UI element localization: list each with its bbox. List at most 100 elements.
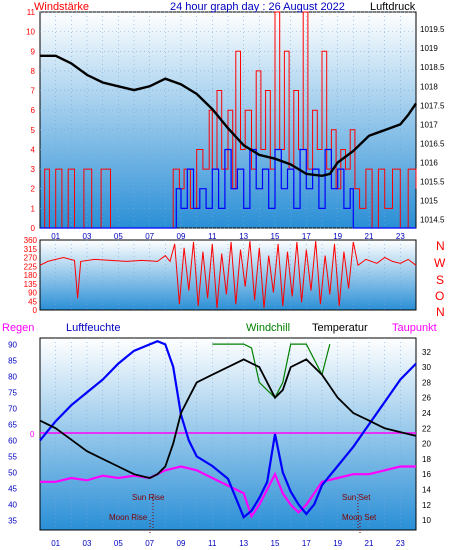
top-x-tick: 07 <box>145 232 154 241</box>
label-temperatur: Temperatur <box>312 322 368 334</box>
wind-y-tick: 6 <box>31 106 36 115</box>
top-x-tick: 17 <box>302 232 311 241</box>
pressure-y-tick: 1017 <box>420 120 438 129</box>
humidity-y-tick: 45 <box>8 484 17 493</box>
bottom-x-tick: 03 <box>83 539 92 548</box>
top-x-tick: 21 <box>365 232 374 241</box>
dir-y-tick: 360 <box>24 236 38 245</box>
top-x-tick: 01 <box>51 232 60 241</box>
humidity-y-tick: 70 <box>8 404 17 413</box>
wind-y-tick: 0 <box>31 224 36 233</box>
temp-y-tick: 20 <box>422 440 431 449</box>
sun-set-label: Sun Set <box>342 493 371 502</box>
series-humidity <box>39 340 417 519</box>
wind-y-tick: 5 <box>31 126 36 135</box>
moon-set-label: Moon Set <box>342 513 377 522</box>
wind-y-tick: 4 <box>31 145 36 154</box>
dir-y-tick: 90 <box>28 289 37 298</box>
top-x-tick: 15 <box>271 232 280 241</box>
series-windchill <box>212 343 331 399</box>
top-x-tick: 19 <box>333 232 342 241</box>
pressure-y-tick: 1016.5 <box>420 139 445 148</box>
sun-rise-label: Sun Rise <box>132 493 165 502</box>
wind-y-tick: 11 <box>27 8 36 17</box>
humidity-y-tick: 65 <box>8 420 17 429</box>
humidity-y-tick: 80 <box>8 372 17 381</box>
temp-y-tick: 10 <box>422 516 431 525</box>
compass-label-n-bottom: N <box>436 305 445 319</box>
label-luftfeuchte: Luftfeuchte <box>66 322 120 334</box>
series-wind-gust <box>40 11 417 229</box>
humidity-y-tick: 40 <box>8 500 17 509</box>
pressure-y-tick: 1018.5 <box>420 63 445 72</box>
wind-y-tick: 3 <box>31 165 36 174</box>
bottom-x-tick: 13 <box>239 539 248 548</box>
pressure-y-tick: 1015 <box>420 197 438 206</box>
rain-value: 0 <box>30 430 35 439</box>
wind-y-tick: 10 <box>26 28 35 37</box>
temp-y-tick: 22 <box>422 424 431 433</box>
bottom-x-tick: 21 <box>365 539 374 548</box>
temp-y-tick: 18 <box>422 455 431 464</box>
wind-y-tick: 7 <box>31 87 36 96</box>
humidity-y-tick: 50 <box>8 468 17 477</box>
bottom-x-tick: 09 <box>177 539 186 548</box>
pressure-y-tick: 1015.5 <box>420 178 445 187</box>
series-dewpoint <box>40 465 416 519</box>
humidity-y-tick: 55 <box>8 452 17 461</box>
header-left-label: Windstärke <box>34 1 89 13</box>
dir-y-tick: 45 <box>28 297 37 306</box>
temp-y-tick: 30 <box>422 363 431 372</box>
humidity-y-tick: 35 <box>8 516 17 525</box>
top-x-tick: 11 <box>208 232 217 241</box>
top-x-tick: 13 <box>239 232 248 241</box>
bottom-x-tick: 01 <box>51 539 60 548</box>
humidity-y-tick: 90 <box>8 340 17 349</box>
wind-y-tick: 2 <box>31 185 36 194</box>
temp-y-tick: 26 <box>422 394 431 403</box>
bottom-x-tick: 07 <box>145 539 154 548</box>
series-temperature <box>39 358 417 479</box>
compass-label-n-top: N <box>436 239 445 253</box>
dir-y-tick: 135 <box>24 280 38 289</box>
label-regen: Regen <box>2 322 34 334</box>
temp-y-tick: 14 <box>422 485 431 494</box>
pressure-y-tick: 1017.5 <box>420 101 445 110</box>
humidity-y-tick: 75 <box>8 388 17 397</box>
header-title: 24 hour graph day : 26 August 2022 <box>170 1 345 13</box>
wind-y-tick: 9 <box>31 47 36 56</box>
temp-y-tick: 16 <box>422 470 431 479</box>
bottom-x-tick: 11 <box>208 539 217 548</box>
temp-y-tick: 24 <box>422 409 431 418</box>
wind-y-tick: 1 <box>31 204 36 213</box>
bottom-x-tick: 15 <box>271 539 280 548</box>
dir-y-tick: 180 <box>24 271 38 280</box>
compass-label-o: O <box>435 289 444 303</box>
top-x-tick: 03 <box>83 232 92 241</box>
wind-y-tick: 8 <box>31 67 36 76</box>
series-wind-direction <box>39 240 417 309</box>
pressure-y-tick: 1019.5 <box>420 25 445 34</box>
bottom-x-tick: 23 <box>396 539 405 548</box>
humidity-y-tick: 60 <box>8 436 17 445</box>
header-right-label: Luftdruck <box>370 1 416 13</box>
temp-y-tick: 12 <box>422 501 431 510</box>
bottom-x-tick: 19 <box>333 539 342 548</box>
top-x-tick: 09 <box>177 232 186 241</box>
pressure-y-tick: 1016 <box>420 158 438 167</box>
series-wind-avg <box>40 148 416 229</box>
dir-y-tick: 315 <box>24 245 38 254</box>
humidity-y-tick: 85 <box>8 356 17 365</box>
series-pressure <box>40 54 417 178</box>
dir-y-tick: 270 <box>24 254 38 263</box>
pressure-y-tick: 1014.5 <box>420 216 445 225</box>
dir-y-tick: 225 <box>24 262 38 271</box>
moon-rise-label: Moon Rise <box>109 513 148 522</box>
label-windchill: Windchill <box>246 322 290 334</box>
bottom-x-tick: 17 <box>302 539 311 548</box>
temp-y-tick: 28 <box>422 378 431 387</box>
top-x-tick: 05 <box>114 232 123 241</box>
dir-y-tick: 0 <box>33 306 38 315</box>
